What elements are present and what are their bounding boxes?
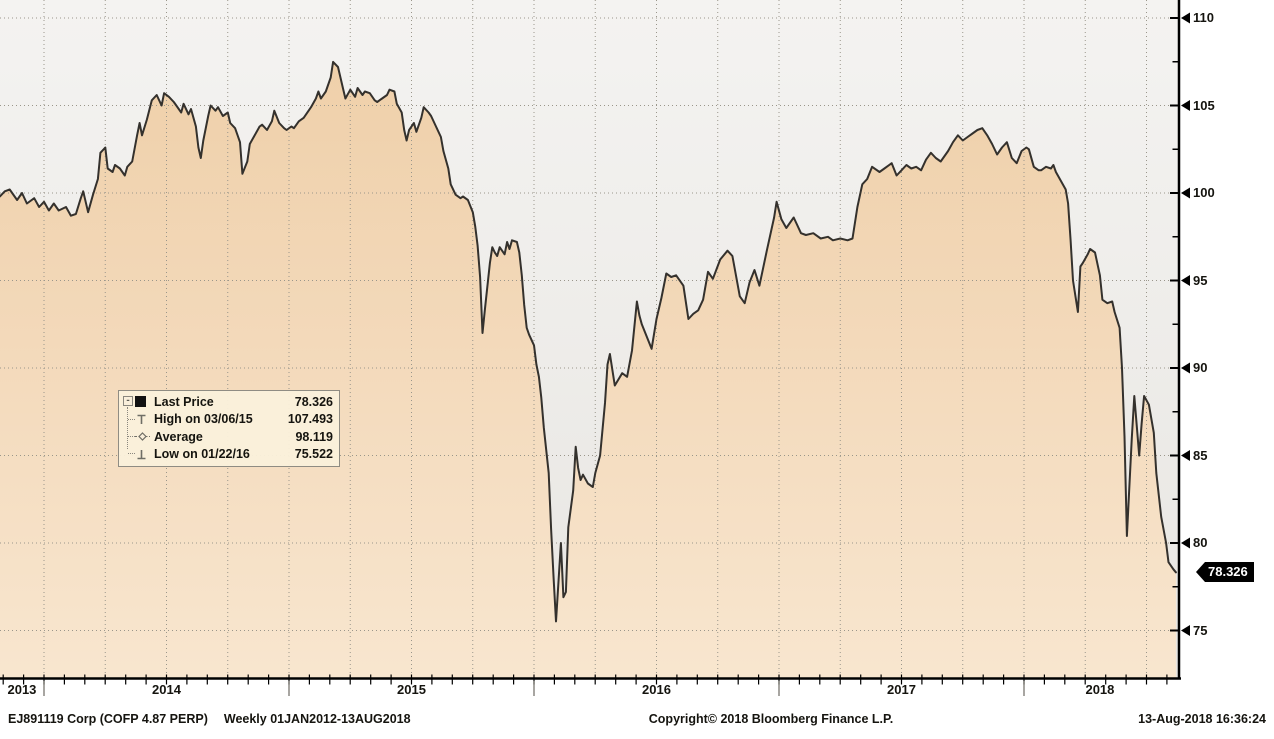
legend-label: Average — [154, 429, 203, 444]
y-tick-label: 95 — [1193, 272, 1208, 288]
y-tick-label: 80 — [1193, 535, 1208, 550]
x-year-label: 2016 — [642, 682, 671, 697]
legend-tree-stub — [128, 419, 135, 420]
price-tag-value: 78.326 — [1205, 562, 1254, 582]
legend-collapse-toggle[interactable]: - — [123, 396, 133, 406]
legend-row-high[interactable]: High on 03/06/15 107.493 — [135, 411, 333, 429]
legend-row-low[interactable]: Low on 01/22/16 75.522 — [135, 446, 333, 464]
x-year-label: 2018 — [1085, 682, 1115, 697]
legend-label: High on 03/06/15 — [154, 412, 253, 427]
legend-value: 107.493 — [287, 412, 333, 427]
copyright-text: Copyright© 2018 Bloomberg Finance L.P. — [648, 712, 894, 726]
security-name: EJ891119 Corp (COFP 4.87 PERP) — [8, 712, 208, 726]
chart-legend[interactable]: - Last Price 78.326 High on 03/06/15 107… — [118, 390, 340, 467]
low-marker-icon — [135, 448, 154, 461]
legend-label: Low on 01/22/16 — [154, 447, 250, 462]
legend-value: 98.119 — [295, 429, 333, 444]
y-tick-label: 100 — [1193, 185, 1215, 200]
legend-row-last-price[interactable]: Last Price 78.326 — [135, 393, 333, 411]
legend-label: Last Price — [154, 394, 214, 409]
y-tick-label: 110 — [1193, 10, 1214, 25]
high-marker-icon — [135, 413, 154, 426]
price-area-fill — [0, 61, 1176, 678]
legend-tree-stub — [128, 436, 135, 437]
legend-tree-line — [127, 407, 128, 449]
y-tick-label: 75 — [1193, 622, 1208, 638]
price-tag-arrow-icon — [1196, 562, 1205, 582]
legend-value: 75.522 — [294, 447, 333, 462]
x-year-label: 2017 — [887, 682, 916, 697]
y-tick-label: 90 — [1193, 360, 1208, 375]
y-tick-label: 85 — [1193, 447, 1208, 463]
last-price-tag[interactable]: 78.326 — [1196, 562, 1254, 582]
x-axis-ticks[interactable] — [0, 674, 1181, 697]
x-year-label: 2015 — [397, 682, 426, 697]
timestamp-text: 13-Aug-2018 16:36:24 — [1138, 712, 1266, 726]
y-tick-label: 105 — [1193, 97, 1215, 113]
x-year-label: 2013 — [7, 682, 37, 697]
period-range: Weekly 01JAN2012-13AUG2018 — [223, 712, 411, 726]
legend-tree-stub — [128, 453, 135, 454]
average-marker-icon — [135, 430, 154, 443]
chart-subtitle: EJ891119 Corp (COFP 4.87 PERP) Weekly 01… — [8, 712, 411, 726]
x-year-label: 2014 — [152, 682, 181, 697]
last-price-swatch-icon — [135, 396, 154, 408]
gridlines — [0, 0, 1177, 678]
y-axis-ticks[interactable] — [1170, 0, 1190, 680]
legend-value: 78.326 — [294, 394, 333, 409]
price-line — [0, 60, 1177, 623]
legend-row-average[interactable]: Average 98.119 — [135, 428, 333, 446]
